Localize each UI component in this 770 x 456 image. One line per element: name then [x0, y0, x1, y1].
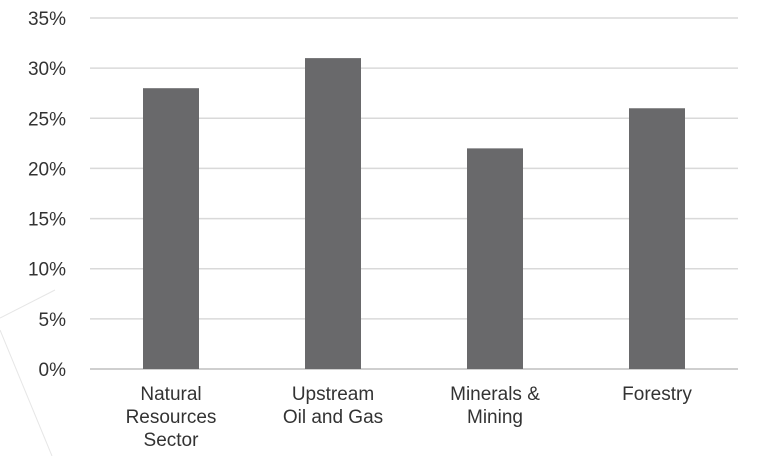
x-category-label: Natural: [140, 384, 201, 405]
x-category-label: Minerals &: [450, 384, 540, 405]
bar: [629, 108, 685, 369]
x-category-label: Resources: [126, 407, 217, 428]
bar: [467, 148, 523, 369]
y-tick-label: 30%: [28, 59, 66, 80]
x-category-label: Sector: [144, 430, 200, 451]
y-tick-label: 25%: [28, 109, 66, 130]
decorative-lines: [0, 289, 56, 456]
y-tick-label: 5%: [39, 310, 67, 331]
y-tick-label: 20%: [28, 159, 66, 180]
decorative-line-diagonal: [0, 329, 53, 456]
x-category-label: Forestry: [622, 384, 692, 405]
x-category-label: Oil and Gas: [283, 407, 383, 428]
bar: [143, 88, 199, 369]
decorative-line-left: [0, 289, 56, 319]
y-axis-tick-labels: 0% 5% 10% 15% 20% 25% 30% 35%: [28, 9, 66, 381]
bar: [305, 58, 361, 369]
x-category-label: Mining: [467, 407, 523, 428]
y-tick-label: 10%: [28, 260, 66, 281]
y-tick-label: 35%: [28, 9, 66, 30]
y-tick-label: 15%: [28, 210, 66, 231]
bars: [143, 58, 685, 369]
x-category-label: Upstream: [292, 384, 374, 405]
y-tick-label: 0%: [39, 360, 67, 381]
